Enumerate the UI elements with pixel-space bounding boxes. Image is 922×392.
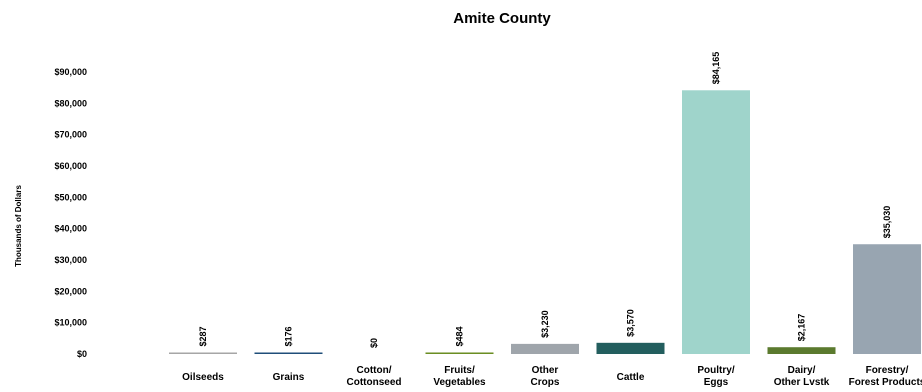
value-label: $3,230 (540, 310, 550, 338)
value-label: $0 (369, 338, 379, 348)
value-label: $2,167 (797, 314, 807, 342)
x-tick-label: Poultry/Eggs (697, 365, 734, 388)
bar (169, 352, 237, 354)
x-tick-label: Fruits/Vegetables (433, 365, 486, 388)
x-tick-label-line: Other Lvstk (774, 377, 830, 388)
x-tick-label: Cotton/Cottonseed (347, 365, 402, 388)
x-tick-label-line: Crops (531, 377, 560, 388)
x-tick-label: Oilseeds (182, 372, 224, 383)
y-tick-label: $20,000 (54, 286, 87, 296)
y-tick-label: $60,000 (54, 161, 87, 171)
y-tick-label: $30,000 (54, 255, 87, 265)
bar (767, 347, 836, 354)
x-tick-label-line: Dairy/ (788, 365, 816, 376)
bar (425, 352, 494, 354)
y-tick-label: $70,000 (54, 130, 87, 140)
value-label: $484 (455, 326, 465, 346)
y-axis-ticks: $0 $10,000 $20,000 $30,000 $40,000 $50,000 $60… (54, 67, 87, 359)
bar (853, 244, 921, 354)
y-tick-label: $50,000 (54, 192, 87, 202)
bars (169, 90, 921, 355)
x-tick-label-line: Cattle (617, 372, 645, 383)
x-tick-label-line: Grains (273, 372, 305, 383)
value-label: $35,030 (882, 206, 892, 239)
value-label: $3,570 (626, 309, 636, 337)
x-tick-label-line: Fruits/ (444, 365, 475, 376)
y-tick-label: $40,000 (54, 224, 87, 234)
x-axis-categories: Oilseeds Grains Cotton/Cottonseed Fruits/Ve… (182, 365, 922, 388)
value-label: $176 (284, 326, 294, 346)
x-tick-label-line: Cottonseed (347, 377, 402, 388)
x-tick-label: Other Crops (531, 365, 560, 388)
value-labels: $287 $176 $0 $484 $3,230 $3,570 $84,165 $2,167 $… (198, 52, 892, 348)
bar (682, 90, 750, 355)
x-tick-label-line: Forestry/ (866, 365, 909, 376)
y-tick-label: $0 (77, 349, 87, 359)
x-tick-label-line: Forest Products (849, 377, 922, 388)
x-tick-label-line: Vegetables (433, 377, 486, 388)
x-tick-label: Dairy/Other Lvstk (774, 365, 830, 388)
bar (596, 342, 665, 354)
bar (254, 352, 323, 354)
value-label: $287 (198, 326, 208, 346)
chart-title: Amite County (453, 10, 551, 27)
bar (511, 343, 579, 354)
y-tick-label: $90,000 (54, 67, 87, 77)
x-tick-label-line: Cotton/ (357, 365, 392, 376)
x-tick-label-line: Oilseeds (182, 372, 224, 383)
x-tick-label-line: Other (532, 365, 559, 376)
x-tick-label: Grains (273, 372, 305, 383)
x-tick-label-line: Eggs (704, 377, 729, 388)
x-tick-label-line: Poultry/ (697, 365, 734, 376)
x-tick-label: Forestry/Forest Products (849, 365, 922, 388)
x-tick-label: Cattle (617, 372, 645, 383)
y-tick-label: $10,000 (54, 318, 87, 328)
y-axis-label: Thousands of Dollars (14, 185, 23, 267)
y-tick-label: $80,000 (54, 98, 87, 108)
value-label: $84,165 (711, 52, 721, 85)
